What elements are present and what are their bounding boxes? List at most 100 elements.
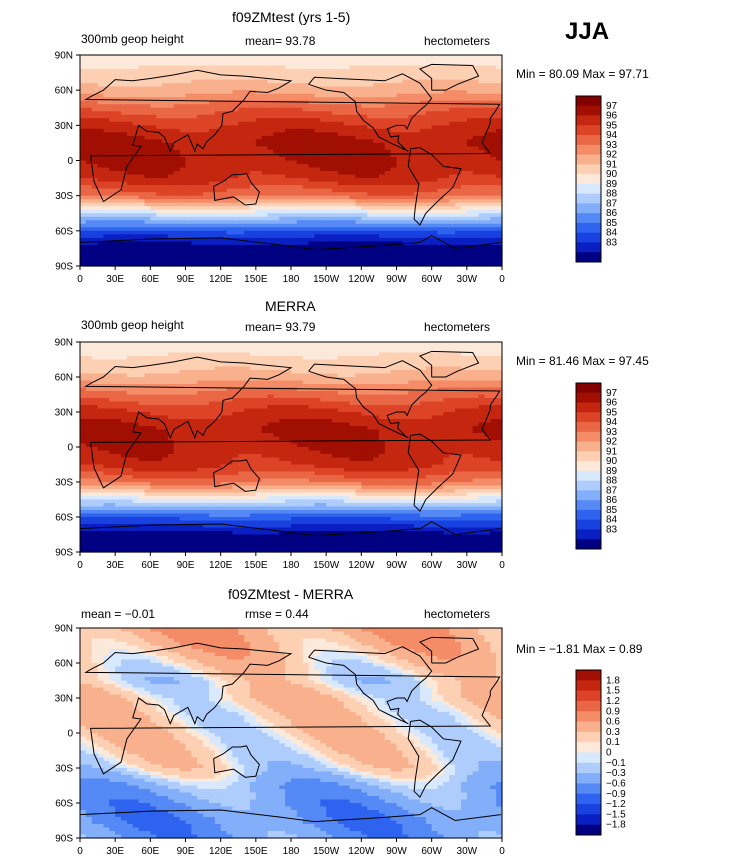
heat-cell xyxy=(273,142,280,148)
heat-cell xyxy=(109,227,116,232)
heat-cell xyxy=(273,258,280,264)
heat-cell xyxy=(296,185,304,190)
heat-cell xyxy=(314,188,321,193)
heat-cell xyxy=(431,363,439,368)
heat-cell xyxy=(126,76,134,81)
heat-cell xyxy=(80,356,87,361)
heat-cell xyxy=(332,156,339,162)
heat-cell xyxy=(279,86,286,91)
heat-cell xyxy=(396,349,403,354)
heat-cell xyxy=(185,139,192,144)
heat-cell xyxy=(437,135,444,140)
heat-cell xyxy=(443,213,450,218)
heat-cell xyxy=(320,111,327,116)
heat-cell xyxy=(138,114,146,119)
heat-cell xyxy=(414,262,421,267)
colorbar-label: 90 xyxy=(606,169,618,180)
heat-cell xyxy=(455,111,462,116)
heat-cell xyxy=(449,188,456,193)
heat-cell xyxy=(332,132,339,137)
heat-cell xyxy=(150,55,157,60)
heat-cell xyxy=(191,83,198,88)
heat-cell xyxy=(109,213,116,218)
heat-cell xyxy=(226,114,233,119)
heat-cell xyxy=(390,65,398,70)
heat-cell xyxy=(449,118,456,123)
heat-cell xyxy=(255,199,263,204)
heat-cell xyxy=(179,55,187,60)
heat-cell xyxy=(267,223,275,228)
heat-cell xyxy=(179,202,187,207)
heat-cell xyxy=(80,156,87,162)
heat-cell xyxy=(478,132,486,137)
heat-cell xyxy=(220,262,228,267)
heat-cell xyxy=(285,349,292,354)
heat-cell xyxy=(273,90,280,95)
heat-cell xyxy=(396,363,403,368)
heat-cell xyxy=(185,79,192,84)
heat-cell xyxy=(296,181,304,186)
heat-cell xyxy=(472,104,480,109)
heat-cell xyxy=(291,230,298,235)
heat-cell xyxy=(343,349,351,354)
heat-cell xyxy=(355,345,362,350)
heat-cell xyxy=(191,156,198,162)
heat-cell xyxy=(238,248,245,253)
heat-cell xyxy=(162,342,169,347)
heat-cell xyxy=(138,79,146,84)
heat-cell xyxy=(121,86,128,91)
heat-cell xyxy=(121,90,128,95)
heat-cell xyxy=(378,359,386,364)
heat-cell xyxy=(291,118,298,123)
heat-cell xyxy=(267,62,275,67)
heat-cell xyxy=(437,55,444,60)
heat-cell xyxy=(343,90,351,95)
heat-cell xyxy=(97,255,105,260)
heat-cell xyxy=(214,111,222,116)
heat-cell xyxy=(191,90,198,95)
heat-cell xyxy=(408,258,415,264)
heat-cell xyxy=(167,171,175,176)
heat-cell xyxy=(80,146,87,151)
heat-cell xyxy=(332,135,339,140)
heat-cell xyxy=(449,149,456,155)
heat-cell xyxy=(308,192,316,197)
heat-cell xyxy=(431,178,439,183)
heat-cell xyxy=(449,251,456,257)
heat-cell xyxy=(408,79,415,84)
heat-cell xyxy=(279,185,286,190)
heat-cell xyxy=(349,262,357,267)
heat-cell xyxy=(437,142,444,148)
heat-cell xyxy=(203,248,210,253)
heat-cell xyxy=(150,195,157,200)
heat-cell xyxy=(191,244,198,250)
heat-cell xyxy=(208,135,216,140)
heat-cell xyxy=(273,146,280,151)
heat-cell xyxy=(167,366,175,371)
heat-cell xyxy=(326,349,333,354)
heat-cell xyxy=(97,227,105,232)
heat-cell xyxy=(419,132,427,137)
heat-cell xyxy=(320,192,327,197)
heat-cell xyxy=(220,128,228,133)
heat-cell xyxy=(97,174,105,179)
heat-cell xyxy=(355,171,362,176)
heat-cell xyxy=(349,366,357,371)
colorbar-swatch xyxy=(576,174,601,185)
heat-cell xyxy=(367,142,374,148)
heat-cell xyxy=(115,100,122,105)
heat-cell xyxy=(367,121,374,126)
heat-cell xyxy=(126,178,134,183)
heat-cell xyxy=(285,356,292,361)
heat-cell xyxy=(162,227,169,232)
heat-cell xyxy=(85,76,93,81)
heat-cell xyxy=(431,251,439,257)
heat-cell xyxy=(460,230,468,235)
heat-cell xyxy=(302,244,310,250)
heat-cell xyxy=(361,255,368,260)
heat-cell xyxy=(425,234,433,239)
heat-cell xyxy=(425,104,433,109)
heat-cell xyxy=(208,121,216,126)
